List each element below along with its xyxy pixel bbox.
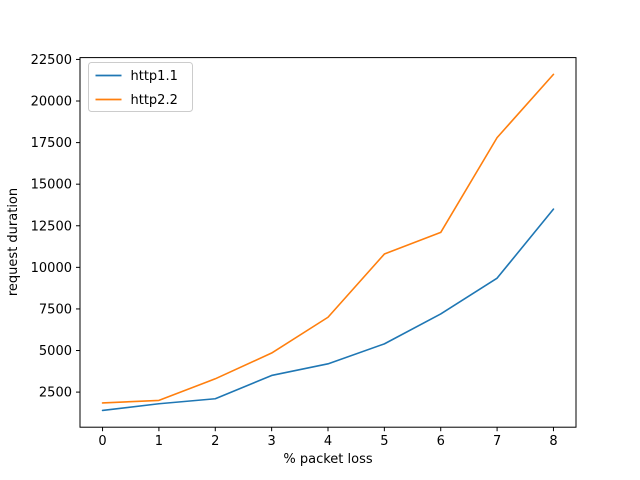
x-tick-label: 3 [267,434,275,449]
axes-layer: 0 1 2 3 4 5 6 7 8 2500 5000 7500 10000 12500 15000 1750… [31,53,577,449]
x-axis-label: % packet loss [283,452,372,467]
line-http1.1 [101,208,555,412]
x-tick-label: 2 [211,434,219,449]
legend: http1.1 http2.2 [88,62,193,112]
y-tick-label: 17500 [31,136,72,151]
x-tick-label: 0 [98,434,106,449]
line-http2.2 [101,73,555,404]
y-tick-label: 5000 [39,344,72,359]
legend-label-http1.1: http1.1 [131,69,178,84]
y-tick-label: 12500 [31,219,72,234]
legend-label-http2.2: http2.2 [131,93,178,108]
y-tick-label: 15000 [31,178,72,193]
y-tick-label: 22500 [31,53,72,68]
plot-border [79,57,577,428]
x-tick-label: 6 [437,434,445,449]
x-tick-label: 5 [380,434,388,449]
y-tick-label: 2500 [39,386,72,401]
x-tick-label: 7 [493,434,501,449]
y-axis-label: request duration [6,188,21,296]
y-tick-label: 10000 [31,261,72,276]
x-tick-label: 4 [324,434,332,449]
x-tick-label: 1 [155,434,163,449]
y-tick-label: 20000 [31,95,72,110]
x-tick-label: 8 [549,434,557,449]
series-layer [101,73,555,412]
y-tick-label: 7500 [39,302,72,317]
